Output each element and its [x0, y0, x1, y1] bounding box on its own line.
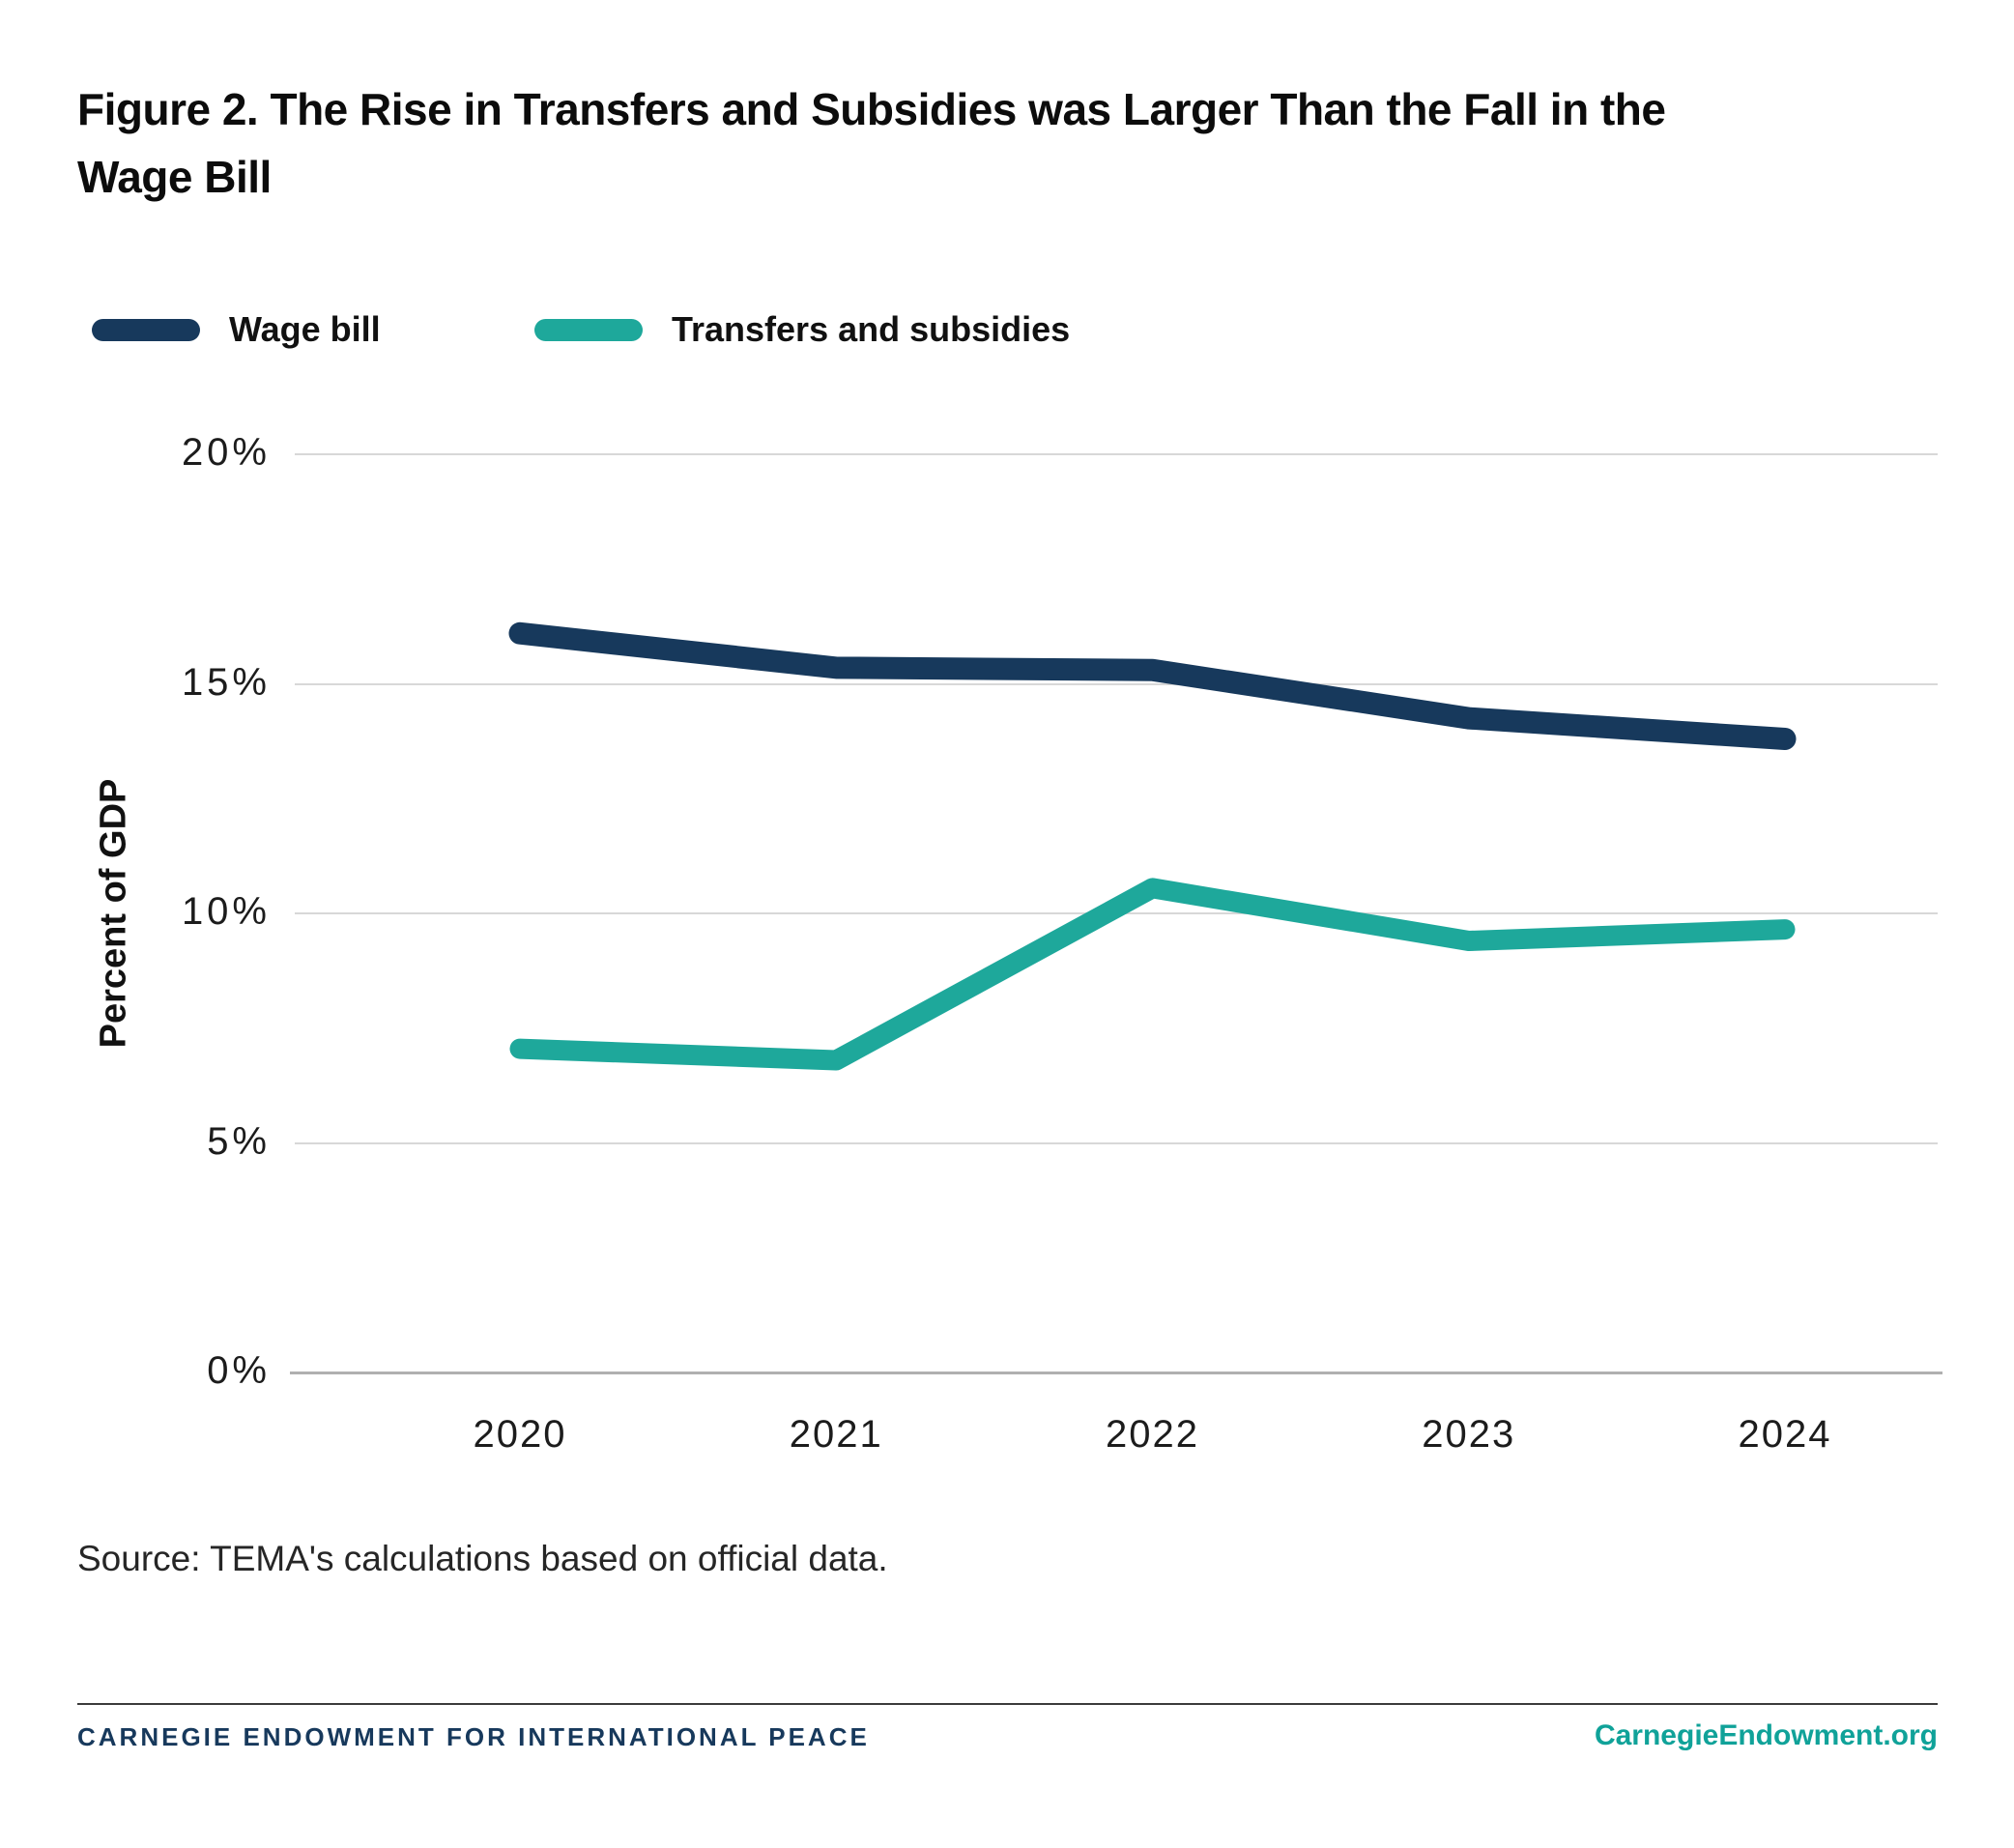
gridline-20	[295, 453, 1938, 455]
footer-org-url[interactable]: CarnegieEndowment.org	[1594, 1719, 1938, 1751]
plot-area	[290, 453, 1942, 1374]
figure-title-line-1: Figure 2. The Rise in Transfers and Subs…	[77, 84, 1666, 134]
series-line-transfers-and-subsidies	[509, 878, 1796, 1071]
footer-org-name: CARNEGIE ENDOWMENT FOR INTERNATIONAL PEA…	[77, 1722, 870, 1751]
y-tick-label-5: 5%	[207, 1119, 271, 1163]
gridline-15	[295, 682, 1938, 685]
x-tick-label-2020: 2020	[473, 1413, 567, 1456]
legend-label-wage-bill: Wage bill	[229, 309, 381, 349]
chart-legend: Wage bill Transfers and subsidies	[92, 305, 1445, 350]
legend-swatch-transfers	[534, 319, 643, 341]
figure-title: Figure 2. The Rise in Transfers and Subs…	[77, 75, 1836, 211]
gridline-5	[295, 1141, 1938, 1144]
legend-label-transfers: Transfers and subsidies	[672, 309, 1071, 349]
y-tick-label-0: 0%	[207, 1349, 271, 1392]
x-tick-label-2023: 2023	[1422, 1413, 1516, 1456]
x-tick-label-2022: 2022	[1106, 1413, 1199, 1456]
series-line-wage-bill	[508, 621, 1797, 750]
y-tick-label-10: 10%	[181, 890, 271, 933]
x-tick-label-2021: 2021	[789, 1413, 883, 1456]
y-tick-label-15: 15%	[181, 660, 271, 704]
x-tick-label-2024: 2024	[1738, 1413, 1832, 1456]
footer-divider	[77, 1703, 1938, 1705]
x-axis-baseline	[290, 1372, 1942, 1374]
figure-title-line-2: Wage Bill	[77, 152, 272, 202]
chart-lines	[508, 621, 1797, 1071]
y-tick-label-20: 20%	[181, 431, 271, 474]
source-note: Source: TEMA's calculations based on off…	[77, 1539, 888, 1578]
legend-swatch-wage-bill	[92, 319, 200, 341]
